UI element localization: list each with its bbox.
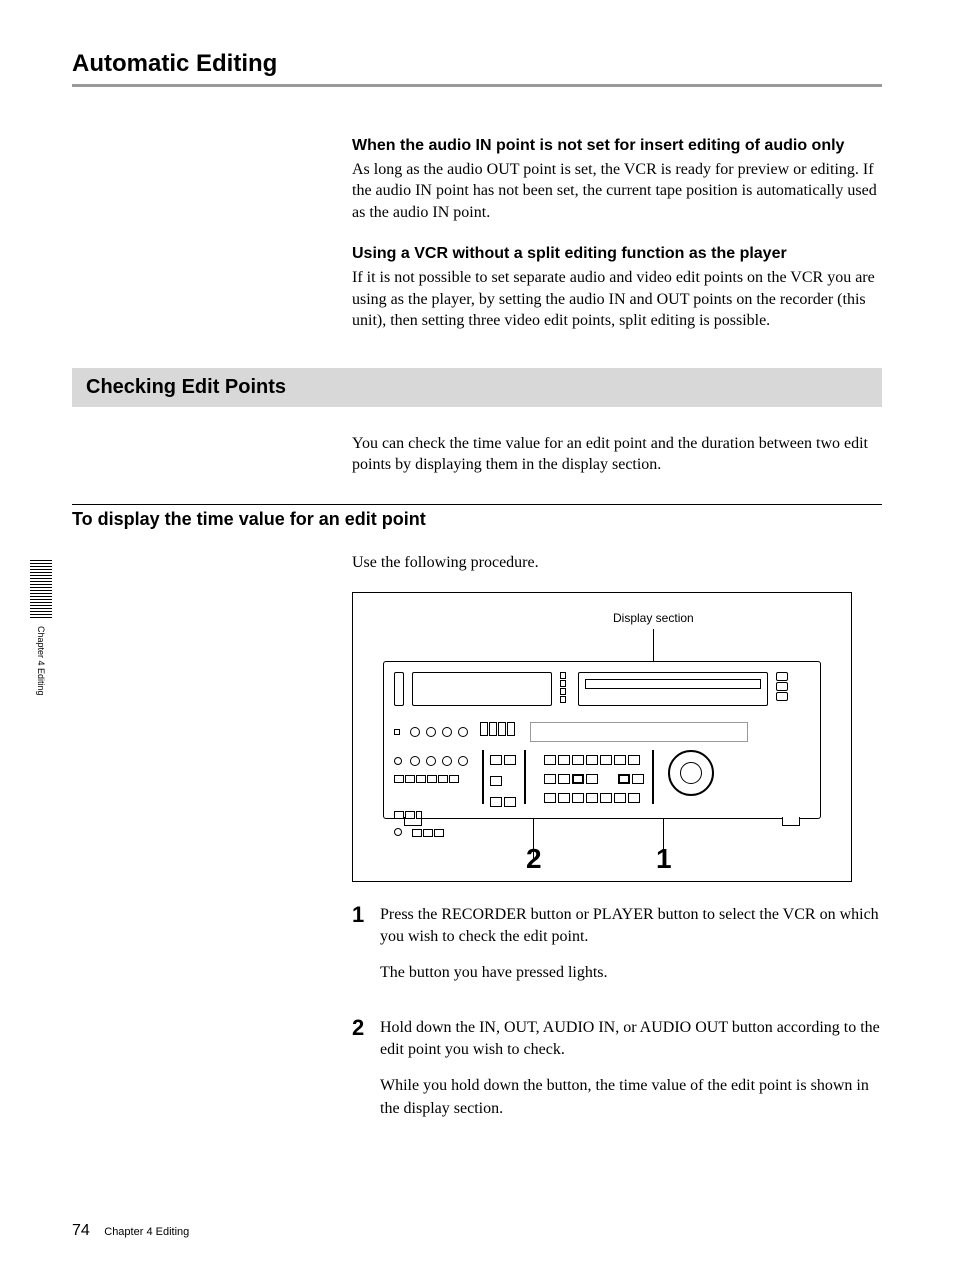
section-heading-bar: Checking Edit Points	[72, 368, 882, 407]
indicator-icon	[394, 729, 400, 735]
step-paragraph: Hold down the IN, OUT, AUDIO IN, or AUDI…	[380, 1017, 882, 1062]
step-paragraph: Press the RECORDER button or PLAYER butt…	[380, 904, 882, 949]
step-1: 1 Press the RECORDER button or PLAYER bu…	[352, 904, 882, 999]
subsection-rule	[72, 504, 882, 505]
knob-icon	[426, 727, 436, 737]
eject-button-stack-icon	[776, 672, 788, 702]
vcr-device-outline	[383, 661, 821, 819]
sub-heading: Using a VCR without a split editing func…	[352, 243, 882, 265]
headphone-jack-icon	[394, 828, 402, 836]
page-title: Automatic Editing	[72, 50, 882, 78]
footer-chapter-label: Chapter 4 Editing	[104, 1226, 189, 1238]
device-diagram: Display section	[352, 592, 852, 882]
display-section-panel-icon	[530, 722, 748, 742]
tape-slot-icon	[578, 672, 768, 706]
knob-icon	[410, 756, 420, 766]
transport-block-icon	[538, 750, 654, 804]
block-audio-in-not-set: When the audio IN point is not set for i…	[352, 135, 882, 223]
knob-icon	[410, 727, 420, 737]
subsection-heading: To display the time value for an edit po…	[72, 509, 882, 530]
block-vcr-without-split: Using a VCR without a split editing func…	[352, 243, 882, 331]
body-paragraph: You can check the time value for an edit…	[352, 433, 882, 476]
side-tab-lines	[30, 560, 52, 620]
title-rule	[72, 84, 882, 87]
slider-stack-icon	[560, 672, 566, 704]
device-bottom-row	[394, 750, 810, 810]
side-tab-text: Chapter 4 Editing	[36, 626, 46, 696]
step-body: Press the RECORDER button or PLAYER butt…	[380, 904, 882, 999]
body-paragraph: As long as the audio OUT point is set, t…	[352, 159, 882, 224]
step-2: 2 Hold down the IN, OUT, AUDIO IN, or AU…	[352, 1017, 882, 1135]
side-chapter-tab: Chapter 4 Editing	[30, 560, 54, 700]
knob-icon	[394, 757, 402, 765]
knob-icon	[426, 756, 436, 766]
step-paragraph: While you hold down the button, the time…	[380, 1075, 882, 1120]
section-intro: You can check the time value for an edit…	[352, 433, 882, 476]
control-block-icon	[482, 750, 526, 804]
step-number: 2	[352, 1017, 380, 1135]
button-row-icon	[394, 752, 470, 842]
knob-icon	[442, 727, 452, 737]
step-paragraph: The button you have pressed lights.	[380, 962, 882, 984]
knob-icon	[458, 727, 468, 737]
jog-dial-icon	[668, 750, 714, 796]
sub-heading: When the audio IN point is not set for i…	[352, 135, 882, 157]
device-top-row	[394, 672, 810, 714]
step-number: 1	[352, 904, 380, 999]
power-switch-icon	[394, 672, 404, 706]
page-number: 74	[72, 1222, 90, 1239]
device-mid-row	[394, 722, 810, 748]
knob-icon	[442, 756, 452, 766]
body-paragraph: Use the following procedure.	[352, 552, 882, 574]
body-paragraph: If it is not possible to set separate au…	[352, 267, 882, 332]
diagram-label-display-section: Display section	[613, 611, 694, 625]
page-footer: 74 Chapter 4 Editing	[72, 1222, 189, 1240]
segment-display-icon	[480, 722, 516, 741]
callout-number-2: 2	[526, 843, 542, 875]
step-body: Hold down the IN, OUT, AUDIO IN, or AUDI…	[380, 1017, 882, 1135]
lcd-screen-icon	[412, 672, 552, 706]
subsection-intro: Use the following procedure. Display sec…	[352, 552, 882, 882]
procedure-steps: 1 Press the RECORDER button or PLAYER bu…	[352, 904, 882, 1135]
callout-number-1: 1	[656, 843, 672, 875]
knob-icon	[458, 756, 468, 766]
